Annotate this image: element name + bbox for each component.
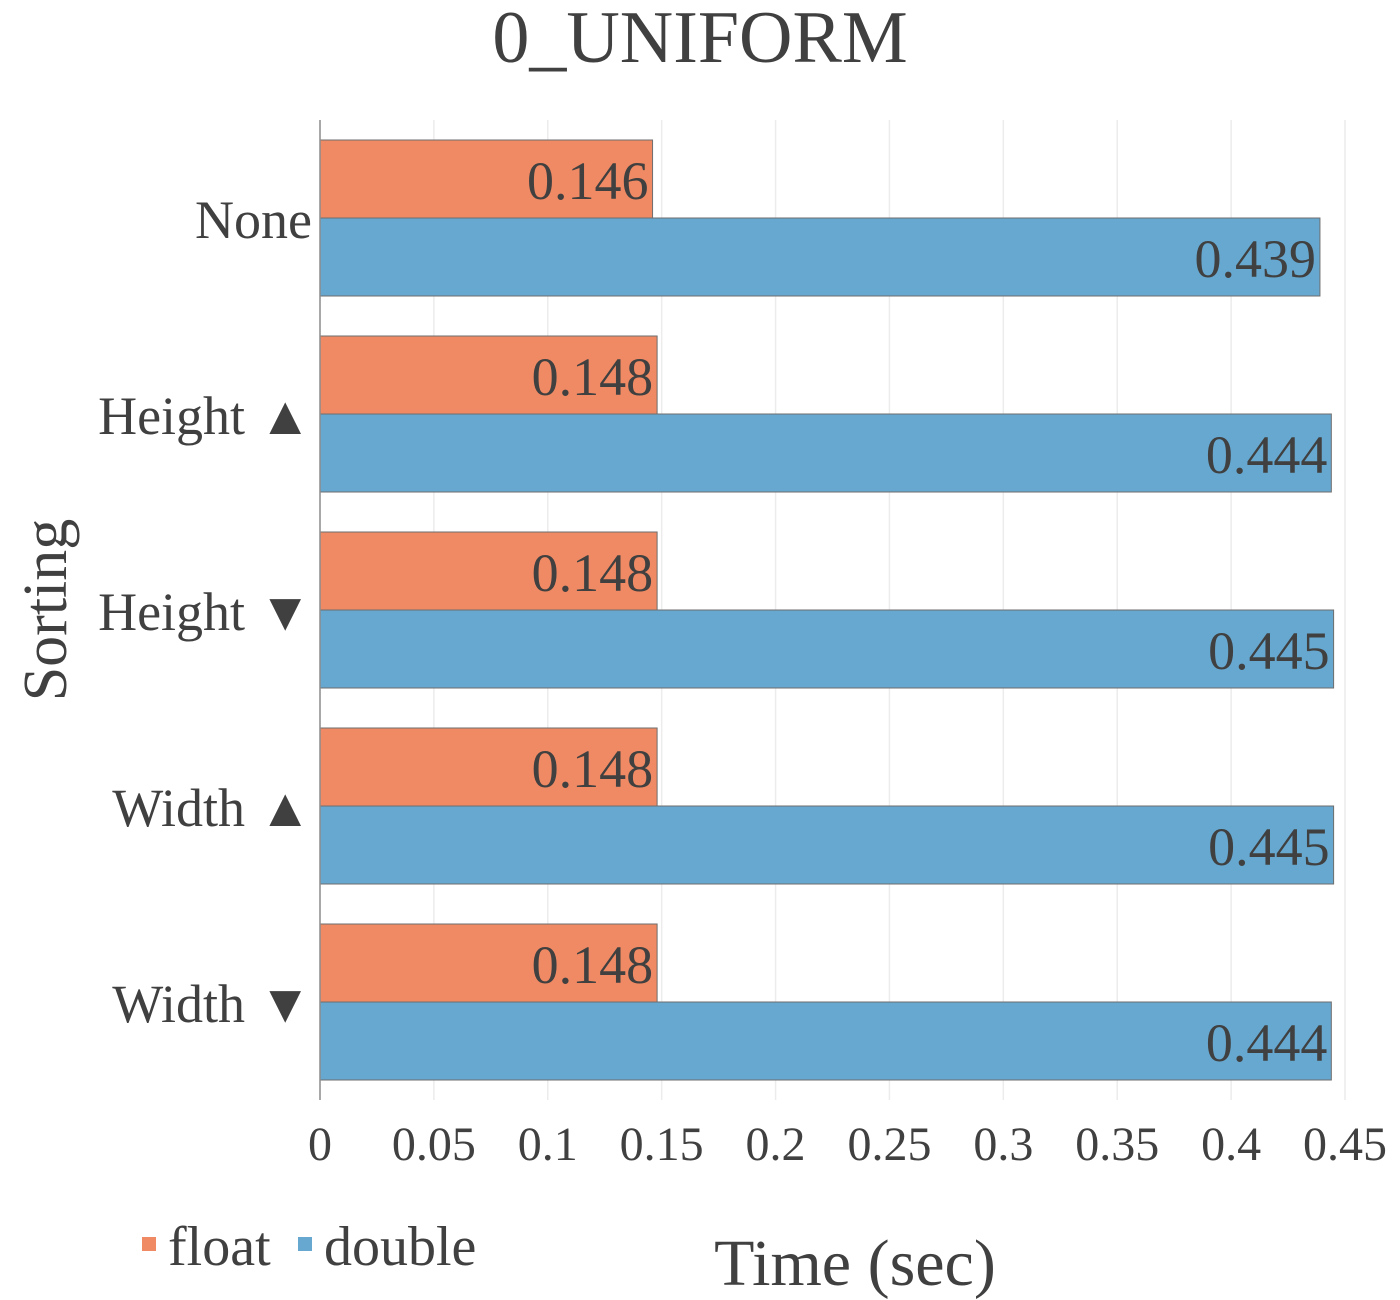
- legend: float double: [142, 1216, 476, 1278]
- bar-double-4: [319, 1001, 1332, 1081]
- data-label-float-4: 0.148: [532, 935, 654, 995]
- legend-swatch-float: [142, 1237, 156, 1251]
- data-label-float-3: 0.148: [532, 739, 654, 799]
- x-tick-label: 0.35: [1075, 1118, 1159, 1171]
- bar-double-0: [319, 217, 1321, 297]
- category-label: Height ▼: [98, 582, 312, 642]
- bar-double-1: [319, 413, 1332, 493]
- x-tick-label: 0.2: [746, 1118, 806, 1171]
- bar-double-2: [319, 609, 1335, 689]
- data-labels: 0.146 0.439 0.148 0.444 0.148 0.445 0.148 0.445…: [527, 151, 1330, 1073]
- category-label: Width ▲: [112, 778, 312, 838]
- bar-float-0: [319, 139, 654, 219]
- data-label-float-1: 0.148: [532, 347, 654, 407]
- x-tick-label: 0: [308, 1118, 332, 1171]
- data-label-double-0: 0.439: [1194, 229, 1316, 289]
- x-tick-label: 0.05: [392, 1118, 476, 1171]
- data-label-float-0: 0.146: [527, 151, 649, 211]
- x-tick-label: 0.15: [620, 1118, 704, 1171]
- x-axis-title: Time (sec): [714, 1227, 996, 1300]
- legend-swatch-double: [298, 1237, 312, 1251]
- data-label-double-4: 0.444: [1206, 1013, 1328, 1073]
- y-axis-title: Sorting: [12, 519, 80, 702]
- data-label-float-2: 0.148: [532, 543, 654, 603]
- category-label: None: [195, 190, 312, 250]
- x-tick-label: 0.45: [1303, 1118, 1387, 1171]
- legend-label-double: double: [324, 1216, 476, 1278]
- x-tick-label: 0.1: [518, 1118, 578, 1171]
- category-labels: None Height ▲ Height ▼ Width ▲ Width ▼: [98, 190, 312, 1034]
- category-label: Height ▲: [98, 386, 312, 446]
- x-tick-label: 0.3: [973, 1118, 1033, 1171]
- chart-title: 0_UNIFORM: [492, 0, 907, 79]
- bar-double-3: [319, 805, 1335, 885]
- x-tick-labels: 0 0.05 0.1 0.15 0.2 0.25 0.3 0.35 0.4 0.45: [308, 1118, 1387, 1171]
- legend-label-float: float: [168, 1216, 271, 1278]
- data-label-double-1: 0.444: [1206, 425, 1328, 485]
- x-tick-label: 0.25: [847, 1118, 931, 1171]
- category-label: Width ▼: [112, 974, 312, 1034]
- data-label-double-3: 0.445: [1208, 817, 1330, 877]
- x-tick-label: 0.4: [1201, 1118, 1261, 1171]
- bars: [319, 139, 1335, 1081]
- data-label-double-2: 0.445: [1208, 621, 1330, 681]
